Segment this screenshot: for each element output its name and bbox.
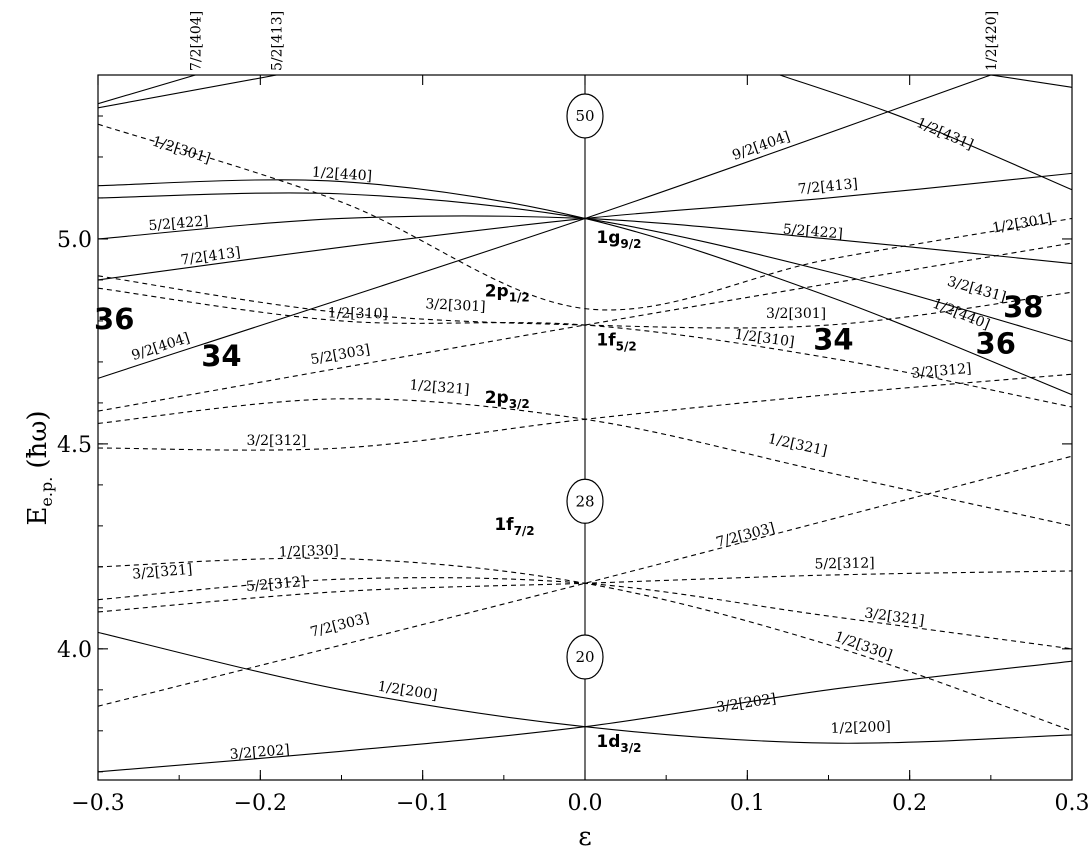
- subshell-gap-number: 34: [201, 339, 241, 373]
- orbital-curve-1-2-330: [98, 557, 1072, 732]
- orbital-label-5-2-312: 5/2[312]: [814, 555, 874, 572]
- orbital-label-1-2-440: 1/2[440]: [311, 165, 372, 185]
- shell-label-1f5-2: 1f5/2: [596, 331, 636, 354]
- orbital-curve-7-2-404: [98, 75, 196, 105]
- orbital-label-1-2-310: 1/2[310]: [328, 305, 388, 322]
- orbital-label-7-2-303: 7/2[303]: [714, 520, 776, 551]
- orbital-curve-5-2-303: [98, 242, 1072, 412]
- orbital-label-1-2-321: 1/2[321]: [409, 377, 470, 398]
- orbital-label-7-2-413: 7/2[413]: [180, 245, 242, 269]
- top-orbital-label-5-2-413: 5/2[413]: [270, 11, 286, 71]
- magic-number-circle-text: 20: [575, 648, 594, 666]
- orbital-curve-7-2-303: [98, 455, 1072, 707]
- magic-number-circle-text: 50: [575, 107, 594, 125]
- x-tick-label: −0.3: [71, 791, 124, 816]
- y-axis-label-main: E: [23, 507, 53, 526]
- magic-number-circle: [566, 93, 604, 139]
- y-axis-label: Ee.p. (ħω): [23, 410, 56, 525]
- orbital-label-3-2-321: 3/2[321]: [132, 562, 193, 583]
- orbital-label-3-2-321: 3/2[321]: [863, 605, 925, 629]
- subshell-gap-number: 36: [94, 302, 134, 336]
- orbital-label-9-2-404: 9/2[404]: [730, 129, 792, 164]
- top-orbital-label-7-2-404: 7/2[404]: [188, 11, 204, 71]
- subshell-gap-number: 38: [1003, 290, 1043, 324]
- y-tick-label: 4.0: [57, 638, 92, 663]
- orbital-label-5-2-422: 5/2[422]: [782, 221, 843, 242]
- subshell-gap-number: 34: [813, 323, 853, 357]
- x-tick-label: −0.1: [396, 791, 449, 816]
- orbital-curve-1-2-200: [98, 631, 1072, 744]
- annotations: 50 28 20 1g9/2 2p1/2 1f5/2 2p3/2 1f7/2 1d3/2 36 34…: [94, 93, 1043, 755]
- orbital-label-5-2-312: 5/2[312]: [245, 574, 306, 595]
- orbital-label-3-2-202: 3/2[202]: [715, 691, 777, 716]
- orbital-label-3-2-202: 3/2[202]: [229, 742, 290, 763]
- orbital-curve-1-2-321: [98, 398, 1072, 527]
- axis-ticks: −0.3 −0.2 −0.1 0.0 0.1 0.2 0.3 4.0 4.5 5.0: [57, 74, 1090, 816]
- orbital-curve-5-2-413: [98, 75, 277, 109]
- orbital-label-3-2-431: 3/2[431]: [945, 274, 1007, 306]
- y-tick-label: 5.0: [57, 228, 92, 253]
- shell-label-1g9-2: 1g9/2: [596, 228, 641, 251]
- y-axis-label-unit: (ħω): [23, 410, 53, 468]
- orbital-label-5-2-303: 5/2[303]: [309, 342, 371, 368]
- shell-label-1f7-2: 1f7/2: [494, 515, 534, 538]
- top-orbital-label-1-2-420: 1/2[420]: [984, 11, 1000, 71]
- orbital-label-3-2-301: 3/2[301]: [766, 306, 826, 322]
- orbital-label-3-2-312: 3/2[312]: [911, 361, 972, 382]
- orbital-label-1-2-301: 1/2[301]: [991, 211, 1053, 237]
- orbital-label-1-2-301: 1/2[301]: [150, 134, 212, 168]
- shell-label-2p1-2: 2p1/2: [485, 281, 530, 304]
- orbital-label-7-2-303: 7/2[303]: [309, 611, 371, 641]
- orbital-label-1-2-330: 1/2[330]: [278, 543, 339, 561]
- orbital-label-1-2-330: 1/2[330]: [832, 629, 894, 664]
- magic-number-circle: [566, 634, 604, 680]
- orbital-curve-1-2-431: [779, 75, 1072, 191]
- orbital-label-9-2-404: 9/2[404]: [130, 330, 192, 364]
- x-tick-label: 0.1: [730, 791, 765, 816]
- orbital-curves: [98, 75, 1072, 773]
- y-tick-label: 4.5: [57, 433, 92, 458]
- orbital-curve-1-2-440: [98, 179, 1072, 396]
- orbital-curve-1-2-420: [990, 75, 1072, 88]
- orbital-label-1-2-200: 1/2[200]: [830, 719, 891, 737]
- shell-label-1d3-2: 1d3/2: [596, 732, 641, 755]
- orbital-curve-3-2-301: [98, 275, 1072, 329]
- orbital-label-1-2-200: 1/2[200]: [377, 679, 439, 704]
- magic-number-circle-text: 28: [575, 492, 594, 510]
- shell-label-2p3-2: 2p3/2: [485, 388, 530, 411]
- orbital-label-1-2-431: 1/2[431]: [914, 115, 976, 153]
- x-tick-label: 0.2: [892, 791, 927, 816]
- subshell-gap-number: 36: [976, 327, 1016, 361]
- orbital-label-7-2-413: 7/2[413]: [797, 176, 858, 197]
- orbital-label-3-2-301: 3/2[301]: [425, 296, 486, 315]
- orbital-label-1-2-321: 1/2[321]: [766, 431, 828, 459]
- orbital-label-3-2-312: 3/2[312]: [246, 433, 306, 449]
- orbital-label-5-2-422: 5/2[422]: [148, 213, 209, 234]
- x-tick-label: −0.2: [234, 791, 287, 816]
- magic-number-circle: [566, 478, 604, 524]
- orbital-label-1-2-310: 1/2[310]: [734, 327, 796, 351]
- svg-text:Ee.p.(ħω): Ee.p. (ħω): [23, 410, 56, 525]
- x-tick-label: 0.3: [1055, 791, 1090, 816]
- x-axis-label: ε: [578, 822, 591, 852]
- y-axis-label-sub: e.p.: [37, 477, 56, 507]
- orbital-curve-1-2-301: [98, 123, 1072, 311]
- x-tick-label: 0.0: [568, 791, 603, 816]
